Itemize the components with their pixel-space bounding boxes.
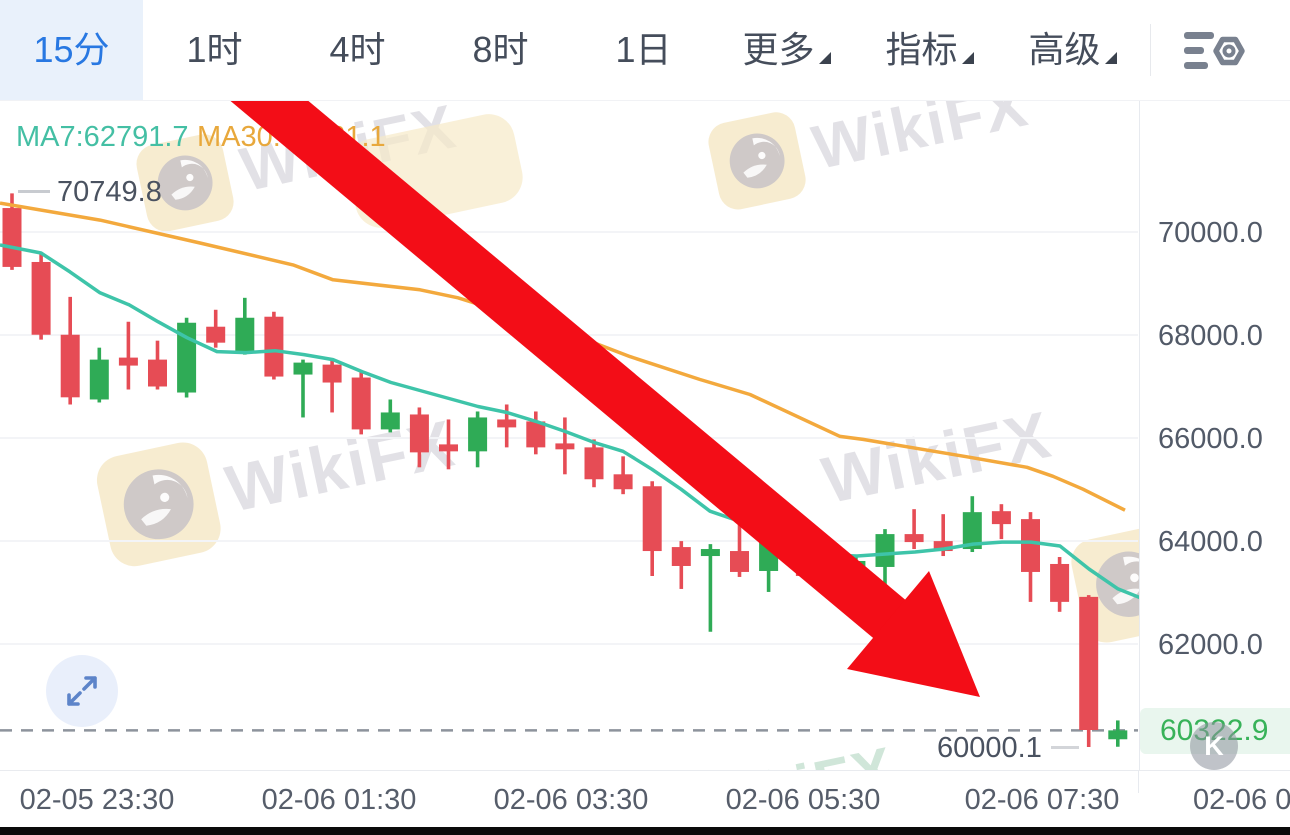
time-axis-label: 02-06 01:30 bbox=[261, 784, 417, 816]
price-axis-label: 64000.0 bbox=[1158, 526, 1263, 558]
time-axis-label: 02-05 23:30 bbox=[19, 784, 175, 816]
candle bbox=[642, 481, 662, 576]
candle bbox=[991, 504, 1011, 540]
candle bbox=[875, 529, 895, 606]
price-axis-label: 66000.0 bbox=[1158, 423, 1263, 455]
time-axis-tick bbox=[1138, 771, 1139, 793]
candle bbox=[700, 544, 720, 632]
candle bbox=[613, 456, 633, 495]
dropdown-caret-icon bbox=[1104, 52, 1117, 64]
expand-chart-button[interactable] bbox=[46, 655, 118, 727]
candle bbox=[468, 411, 488, 468]
expand-arrows-icon bbox=[67, 676, 97, 706]
candle bbox=[584, 439, 604, 488]
candle bbox=[904, 509, 924, 550]
candle bbox=[1050, 557, 1070, 612]
tab-label: 更多 bbox=[742, 29, 815, 70]
candle bbox=[817, 544, 837, 592]
candle bbox=[788, 525, 808, 576]
ma7-legend: MA7:62791.7 bbox=[16, 121, 189, 153]
high-price-label: 70749.8 bbox=[57, 176, 162, 208]
gridlines bbox=[0, 231, 1138, 645]
candle bbox=[1021, 512, 1040, 602]
candle bbox=[31, 251, 51, 340]
tab-高级[interactable]: 高级 bbox=[1001, 0, 1144, 100]
time-axis-label: 02-06 07:30 bbox=[964, 784, 1120, 816]
tab-bar: 15分 1时 4时 8时 1日 更多 指标 高级 bbox=[0, 0, 1290, 101]
candle bbox=[439, 419, 458, 470]
tab-1时[interactable]: 1时 bbox=[143, 0, 286, 100]
price-axis bbox=[1139, 100, 1290, 827]
candle bbox=[60, 296, 80, 405]
candle bbox=[293, 359, 313, 418]
candle bbox=[235, 297, 255, 355]
tab-15分[interactable]: 15分 bbox=[0, 0, 143, 100]
high-price-tick bbox=[18, 190, 50, 193]
tab-label: 15分 bbox=[33, 29, 110, 70]
candle bbox=[380, 399, 400, 433]
candle bbox=[264, 311, 284, 380]
low-price-tick bbox=[1051, 746, 1079, 749]
tab-8时[interactable]: 8时 bbox=[429, 0, 572, 100]
price-axis-label: 62000.0 bbox=[1158, 629, 1263, 661]
candle bbox=[351, 371, 371, 435]
dropdown-caret-icon bbox=[961, 52, 974, 64]
chart-settings-button[interactable] bbox=[1180, 26, 1250, 76]
tab-label: 1日 bbox=[615, 29, 672, 70]
tab-label: 8时 bbox=[472, 29, 529, 70]
price-axis-label: 70000.0 bbox=[1158, 217, 1263, 249]
toolbar-divider bbox=[1150, 24, 1151, 76]
ma30-line bbox=[0, 201, 1126, 512]
candle bbox=[177, 317, 197, 398]
bottom-black-bar bbox=[0, 827, 1290, 835]
tab-label: 4时 bbox=[329, 29, 386, 70]
tab-1日[interactable]: 1日 bbox=[572, 0, 715, 100]
tab-label: 1时 bbox=[186, 29, 243, 70]
candle bbox=[1079, 595, 1099, 747]
candle bbox=[555, 417, 575, 475]
time-axis-label: 02-06 03:30 bbox=[493, 784, 649, 816]
time-axis-label: 02-06 05:30 bbox=[725, 784, 881, 816]
candle bbox=[846, 556, 866, 587]
candle bbox=[118, 321, 138, 390]
candle-layer bbox=[2, 193, 1128, 747]
tab-指标[interactable]: 指标 bbox=[858, 0, 1001, 100]
tab-label: 指标 bbox=[885, 29, 958, 70]
candle bbox=[759, 537, 779, 592]
price-axis-label: 68000.0 bbox=[1158, 320, 1263, 352]
dropdown-caret-icon bbox=[818, 52, 831, 64]
low-price-label: 60000.1 bbox=[937, 732, 1042, 764]
tab-4时[interactable]: 4时 bbox=[286, 0, 429, 100]
tab-更多[interactable]: 更多 bbox=[715, 0, 858, 100]
indicator-settings-icon bbox=[1184, 32, 1245, 69]
candle bbox=[206, 309, 226, 348]
candle bbox=[322, 359, 342, 413]
candle bbox=[89, 347, 109, 403]
time-axis: 02-05 23:30 02-06 01:30 02-06 03:30 02-06 0… bbox=[0, 770, 1290, 828]
time-axis-label: 02-06 0 bbox=[1193, 784, 1290, 816]
candle bbox=[148, 340, 167, 390]
candle bbox=[671, 541, 691, 589]
candle bbox=[1108, 720, 1128, 747]
k-logo-badge[interactable]: K bbox=[1190, 722, 1238, 770]
ma30-legend: MA30:64561.1 bbox=[197, 121, 386, 153]
tab-label: 高级 bbox=[1028, 29, 1101, 70]
candle bbox=[409, 407, 429, 468]
